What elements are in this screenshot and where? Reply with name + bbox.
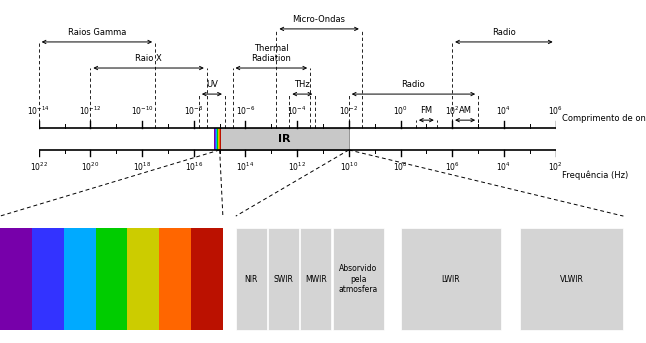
- Text: $10^{-10}$: $10^{-10}$: [130, 105, 154, 117]
- Text: $10^{12}$: $10^{12}$: [288, 160, 306, 173]
- Text: $10^{20}$: $10^{20}$: [81, 160, 99, 173]
- Bar: [401, 228, 501, 330]
- Text: $10^{22}$: $10^{22}$: [30, 160, 48, 173]
- Text: Frequência (Hz): Frequência (Hz): [562, 170, 629, 180]
- Text: $10^{18}$: $10^{18}$: [133, 160, 151, 173]
- Text: Thermal
Radiation: Thermal Radiation: [251, 44, 291, 63]
- Bar: [64, 228, 96, 330]
- Text: $10^{8}$: $10^{8}$: [393, 160, 408, 173]
- Text: $10^{4}$: $10^{4}$: [497, 160, 511, 173]
- Text: FM: FM: [421, 106, 432, 116]
- Bar: [218, 128, 219, 150]
- Bar: [300, 228, 331, 330]
- Text: Absorvido
pela
atmosfera: Absorvido pela atmosfera: [339, 264, 378, 294]
- Text: $10^{16}$: $10^{16}$: [185, 160, 203, 173]
- Text: $10^{-6}$: $10^{-6}$: [236, 105, 255, 117]
- Text: $10^{0}$: $10^{0}$: [393, 105, 408, 117]
- Bar: [127, 228, 159, 330]
- Bar: [191, 228, 223, 330]
- Bar: [220, 128, 349, 150]
- Text: $10^{-12}$: $10^{-12}$: [79, 105, 101, 117]
- Bar: [217, 128, 218, 150]
- Text: AM: AM: [459, 106, 472, 116]
- Text: Raio X: Raio X: [135, 54, 162, 63]
- Text: $10^{-14}$: $10^{-14}$: [27, 105, 50, 117]
- Text: Radio: Radio: [492, 28, 516, 37]
- Text: $10^{6}$: $10^{6}$: [444, 160, 460, 173]
- Bar: [215, 128, 216, 150]
- Text: SWIR: SWIR: [274, 274, 293, 284]
- Text: $10^{10}$: $10^{10}$: [340, 160, 358, 173]
- Bar: [96, 228, 127, 330]
- Text: UV: UV: [206, 80, 218, 90]
- Bar: [216, 128, 217, 150]
- Bar: [268, 228, 299, 330]
- Text: $10^{2}$: $10^{2}$: [548, 160, 563, 173]
- Bar: [333, 228, 384, 330]
- Bar: [159, 228, 191, 330]
- Bar: [32, 228, 64, 330]
- Text: MWIR: MWIR: [305, 274, 327, 284]
- Text: Micro-Ondas: Micro-Ondas: [293, 15, 346, 24]
- Bar: [236, 228, 267, 330]
- Text: $10^{-8}$: $10^{-8}$: [184, 105, 203, 117]
- Text: $10^{-4}$: $10^{-4}$: [287, 105, 307, 117]
- Bar: [0, 228, 32, 330]
- Bar: [520, 228, 623, 330]
- Text: Raios Gamma: Raios Gamma: [68, 28, 126, 37]
- Bar: [219, 128, 220, 150]
- Text: LWIR: LWIR: [441, 274, 460, 284]
- Bar: [214, 128, 215, 150]
- Text: $10^{4}$: $10^{4}$: [497, 105, 511, 117]
- Text: THz: THz: [295, 80, 310, 90]
- Text: VLWIR: VLWIR: [560, 274, 583, 284]
- Text: Comprimento de onda (m): Comprimento de onda (m): [562, 114, 646, 123]
- Text: NIR: NIR: [245, 274, 258, 284]
- Text: IR: IR: [278, 134, 291, 144]
- Text: $10^{-2}$: $10^{-2}$: [339, 105, 359, 117]
- Text: $10^{14}$: $10^{14}$: [236, 160, 255, 173]
- Bar: [220, 128, 221, 150]
- Text: Radio: Radio: [402, 80, 425, 90]
- Text: $10^{6}$: $10^{6}$: [548, 105, 563, 117]
- Text: $10^{2}$: $10^{2}$: [445, 105, 459, 117]
